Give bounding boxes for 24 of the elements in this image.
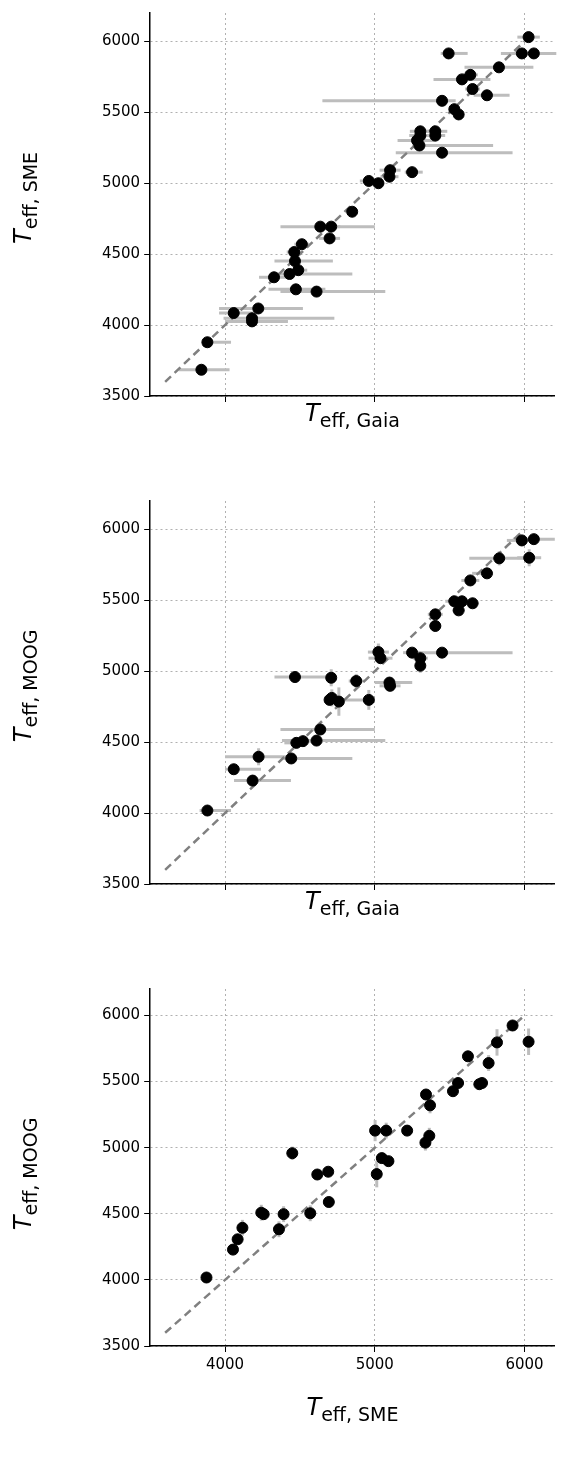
y-tick-label: 6000 xyxy=(101,1005,141,1024)
y-tick-label: 4000 xyxy=(101,1269,141,1288)
y-tick-label: 4500 xyxy=(101,244,141,263)
y-tick-label: 3500 xyxy=(101,873,141,892)
y-tick-label: 6000 xyxy=(101,519,141,538)
y-tick-label: 4000 xyxy=(101,802,141,821)
y-tick-label: 3500 xyxy=(101,385,141,404)
x-axis-title: T$_{eff, SME}$ xyxy=(305,1393,400,1425)
x-axis-title: T$_{eff, Gaia}$ xyxy=(304,887,401,919)
y-tick-label: 4000 xyxy=(101,314,141,333)
y-tick-label: 5500 xyxy=(101,1071,141,1090)
y-tick-label: 4500 xyxy=(101,732,141,751)
y-tick-label: 4500 xyxy=(101,1203,141,1222)
x-tick-label: 5000 xyxy=(355,1354,394,1373)
y-tick-label: 3500 xyxy=(101,1335,141,1354)
y-tick-label: 6000 xyxy=(101,31,141,50)
x-axis-title: T$_{eff, Gaia}$ xyxy=(304,399,401,431)
y-tick-label: 5500 xyxy=(101,102,141,121)
y-tick-label: 5000 xyxy=(101,661,141,680)
y-tick-label: 5000 xyxy=(101,1137,141,1156)
y-tick-label: 5500 xyxy=(101,590,141,609)
x-tick-label: 6000 xyxy=(505,1354,544,1373)
y-tick-label: 5000 xyxy=(101,173,141,192)
x-tick-label: 4000 xyxy=(205,1354,245,1373)
